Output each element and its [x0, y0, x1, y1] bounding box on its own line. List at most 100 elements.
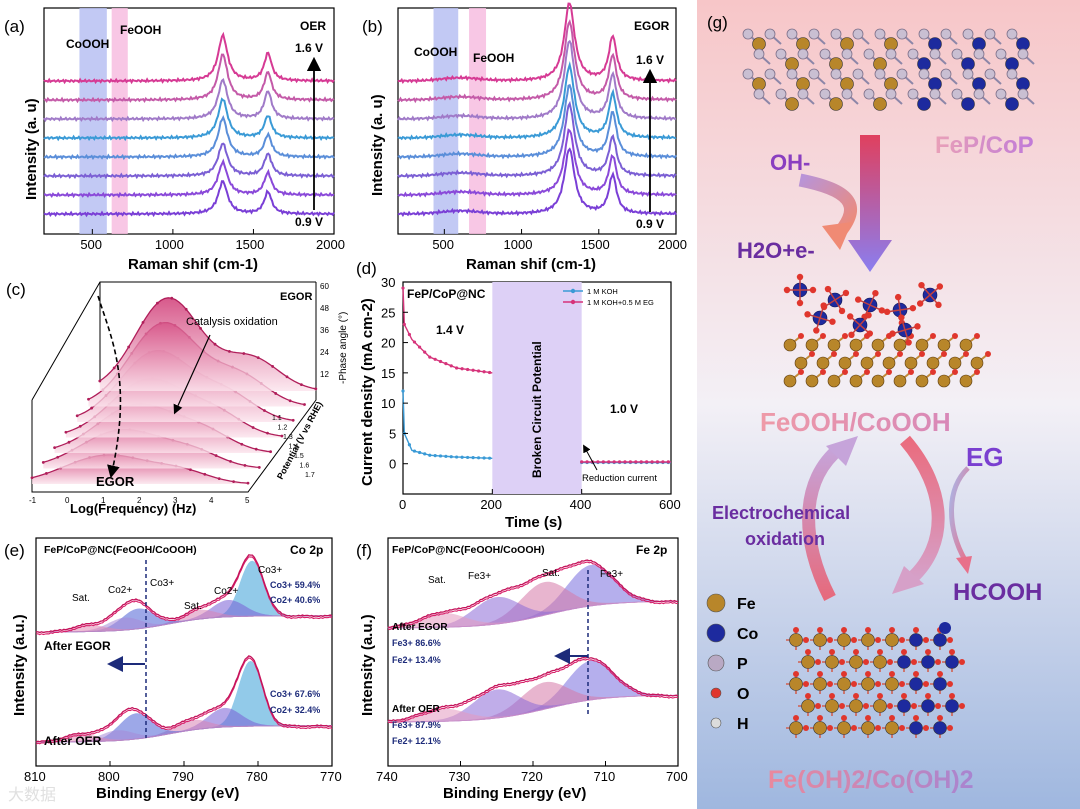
- o-atom: [865, 311, 872, 319]
- o-atom: [842, 333, 848, 339]
- p-atom: [786, 68, 798, 80]
- series-1-point: [666, 460, 670, 464]
- panel-g-label: (g): [707, 13, 728, 32]
- fe-atom: [801, 699, 815, 713]
- x-tick-label: 500: [80, 237, 102, 252]
- o-atom: [809, 351, 815, 357]
- o-atom: [959, 659, 965, 665]
- reduction-head: [892, 566, 924, 594]
- fe-atom: [849, 699, 863, 713]
- o-atom: [935, 659, 941, 665]
- main-down-arrow: [848, 135, 892, 272]
- slice-point: [314, 387, 318, 391]
- o-atom: [952, 333, 958, 339]
- series-1-point: [617, 460, 622, 464]
- slice-point: [300, 383, 303, 387]
- panel-f-ratio-fe2-oer: Fe2+ 12.1%: [392, 736, 441, 746]
- panel-f-ratio-fe3-egor: Fe3+ 86.6%: [392, 638, 441, 648]
- panel-a-ylabel: Intensity (a. u): [23, 98, 40, 200]
- fe-atom: [904, 356, 918, 370]
- fe-atom: [805, 374, 819, 388]
- o-atom: [899, 637, 905, 643]
- feooh-coooh-label: FeOOH/CoOOH: [760, 407, 951, 437]
- x-tick-label: 790: [172, 769, 194, 784]
- fe-atom: [789, 677, 803, 691]
- o-atom: [899, 725, 905, 731]
- slice-point: [217, 477, 221, 480]
- series-1-point: [482, 370, 486, 374]
- panel-a-band-coooh-label: CoOOH: [66, 37, 109, 51]
- fe-atom: [861, 633, 875, 647]
- spectrum-1.6 V: [43, 31, 335, 85]
- fe-atom: [825, 655, 839, 669]
- y-tick-label: 1.5: [294, 453, 304, 460]
- p-atom: [786, 28, 798, 40]
- p-atom: [841, 48, 853, 60]
- panel-d-label: (d): [356, 259, 377, 278]
- y-tick-label: 30: [381, 275, 395, 290]
- fe-atom: [801, 655, 815, 669]
- o-atom: [887, 703, 893, 709]
- panel-f-title: FeP/CoP@NC(FeOOH/CoOOH): [392, 544, 545, 556]
- slice-point: [75, 414, 79, 418]
- series-0-point: [412, 449, 417, 453]
- fe-atom: [783, 374, 797, 388]
- p-atom: [830, 68, 842, 80]
- fe-atom: [783, 338, 797, 352]
- spectrum-1.4 V: [43, 78, 335, 123]
- o-atom: [829, 318, 836, 325]
- o-atom: [894, 293, 902, 301]
- p-atom: [863, 48, 875, 60]
- spectrum-0.9 V: [397, 147, 677, 217]
- y-tick-label: 1.2: [278, 425, 288, 432]
- o-atom: [793, 627, 799, 633]
- fe-atom: [873, 699, 887, 713]
- fe-atom: [849, 338, 863, 352]
- p-atom: [885, 48, 897, 60]
- hydroxide-label: Fe(OH)2/Co(OH)2: [768, 766, 974, 794]
- o-atom: [889, 715, 895, 721]
- o-atom: [820, 369, 826, 375]
- spectrum-1.5 V: [397, 19, 677, 104]
- o-atom: [853, 351, 859, 357]
- o-atom: [841, 627, 847, 633]
- p-atom: [929, 88, 941, 100]
- panel-d-shade: [492, 282, 582, 494]
- fe-atom: [915, 374, 929, 388]
- spectrum-1.3 V: [43, 97, 335, 142]
- o-atom: [974, 369, 980, 375]
- panel-e-xps-co2p: 810 800 790 780 770 (e) FeP/CoP@NC(FeOOH/CoO…: [4, 537, 342, 802]
- o-atom: [949, 693, 955, 699]
- o-atom: [947, 681, 953, 687]
- fe-atom: [752, 77, 766, 91]
- x-tick-label: 3: [173, 496, 178, 505]
- peak-label-co3: Co3+: [150, 578, 174, 589]
- fe-atom: [970, 356, 984, 370]
- slice-point: [64, 430, 68, 434]
- peak-label-sat2: Sat.: [184, 601, 202, 612]
- fe-atom: [796, 37, 810, 51]
- slice-point: [243, 463, 247, 467]
- legend-marker-P: [707, 654, 725, 672]
- o-atom: [798, 333, 804, 339]
- p-atom: [753, 48, 765, 60]
- fe-atom: [871, 338, 885, 352]
- panel-a-band-feooh-label: FeOOH: [120, 23, 161, 37]
- panel-d-chronoamperometry: 0 200 400 600 0 5 10 15 20 25 30 (d) FeP/CoP@NC 1 …: [356, 259, 681, 531]
- o-atom: [887, 659, 893, 665]
- panel-g: (g) FeP/CoP OH- H2O+e- FeOOH/CoOOH EG HCOOH Ele…: [706, 13, 1042, 794]
- fe-atom: [796, 77, 810, 91]
- o-atom: [919, 351, 925, 357]
- panel-b-band-feooh-label: FeOOH: [473, 51, 514, 65]
- y-tick-label: 1.1: [272, 415, 282, 422]
- o-atom: [872, 289, 879, 297]
- slice-point: [291, 418, 295, 422]
- x-tick-label: 600: [659, 497, 681, 512]
- o-atom: [877, 649, 883, 655]
- series-1-point: [601, 460, 605, 464]
- slice-point: [199, 326, 203, 330]
- series-0-point: [487, 456, 492, 460]
- o-atom: [831, 351, 837, 357]
- co-atom: [1005, 57, 1019, 71]
- panel-a-arrow-start: 0.9 V: [295, 215, 323, 229]
